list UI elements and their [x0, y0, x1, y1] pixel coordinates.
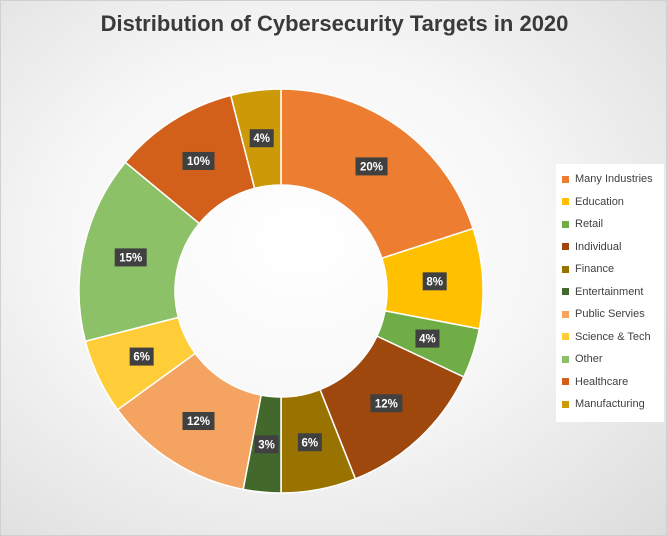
legend-swatch — [562, 265, 569, 273]
legend-item-entertainment: Entertainment — [562, 281, 664, 304]
data-label-finance: 6% — [297, 433, 322, 452]
data-label-individual: 12% — [370, 394, 403, 413]
data-label-text: 6% — [302, 437, 319, 449]
legend-item-science-tech: Science & Tech — [562, 326, 664, 349]
legend-item-other: Other — [562, 348, 664, 371]
legend-swatch — [562, 288, 569, 296]
legend-item-healthcare: Healthcare — [562, 371, 664, 394]
legend-label: Entertainment — [575, 285, 644, 298]
chart-title: Distribution of Cybersecurity Targets in… — [100, 11, 569, 36]
data-label-retail: 4% — [415, 329, 440, 348]
data-label-text: 10% — [187, 156, 210, 168]
data-label-public-servies: 12% — [182, 412, 215, 431]
legend-label: Other — [575, 353, 603, 366]
legend-label: Science & Tech — [575, 330, 651, 343]
legend-swatch — [562, 400, 569, 408]
data-label-box — [415, 329, 440, 348]
data-label-box — [370, 394, 403, 413]
legend-label: Education — [575, 195, 624, 208]
data-label-text: 3% — [258, 439, 275, 451]
legend-label: Finance — [575, 263, 615, 276]
legend-swatch — [562, 333, 569, 341]
legend-swatch — [562, 310, 569, 318]
data-label-box — [249, 129, 274, 148]
legend-item-manufacturing: Manufacturing — [562, 393, 664, 416]
legend-label: Public Servies — [575, 308, 645, 321]
data-label-text: 8% — [426, 276, 443, 288]
legend-item-education: Education — [562, 191, 664, 214]
legend-item-finance: Finance — [562, 258, 664, 281]
data-label-text: 12% — [375, 398, 398, 410]
data-label-box — [422, 272, 447, 291]
data-label-text: 4% — [419, 334, 436, 346]
data-label-box — [254, 435, 279, 454]
data-label-box — [182, 412, 215, 431]
data-label-text: 15% — [119, 252, 142, 264]
data-label-healthcare: 10% — [182, 151, 215, 170]
legend-label: Many Industries — [575, 173, 653, 186]
legend-label: Individual — [575, 240, 622, 253]
data-label-other: 15% — [114, 248, 147, 267]
legend-label: Retail — [575, 218, 604, 231]
data-label-manufacturing: 4% — [249, 129, 274, 148]
legend-swatch — [562, 243, 569, 251]
legend-item-public-servies: Public Servies — [562, 303, 664, 326]
data-label-many-industries: 20% — [355, 157, 388, 176]
data-label-entertainment: 3% — [254, 435, 279, 454]
legend-item-many-industries: Many Industries — [562, 168, 664, 191]
legend-item-retail: Retail — [562, 213, 664, 236]
data-label-text: 12% — [187, 416, 210, 428]
legend-label: Healthcare — [575, 375, 629, 388]
data-label-box — [114, 248, 147, 267]
data-label-text: 4% — [253, 133, 270, 145]
legend-swatch — [562, 378, 569, 386]
legend-swatch — [562, 175, 569, 183]
legend-label: Manufacturing — [575, 398, 645, 411]
data-label-box — [182, 151, 215, 170]
legend-swatch — [562, 198, 569, 206]
chart-legend: Many Industries Education Retail Individual… — [556, 164, 664, 422]
legend-item-individual: Individual — [562, 236, 664, 259]
data-label-text: 6% — [133, 352, 150, 364]
data-label-science-tech: 6% — [129, 347, 154, 366]
data-label-text: 20% — [360, 161, 383, 173]
data-label-box — [355, 157, 388, 176]
legend-swatch — [562, 355, 569, 363]
data-label-box — [297, 433, 322, 452]
data-label-box — [129, 347, 154, 366]
legend-swatch — [562, 220, 569, 228]
data-label-education: 8% — [422, 272, 447, 291]
